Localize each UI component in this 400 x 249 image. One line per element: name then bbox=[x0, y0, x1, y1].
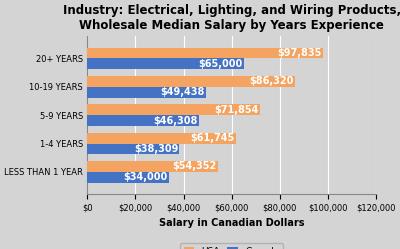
Text: $46,308: $46,308 bbox=[153, 116, 198, 125]
Text: $34,000: $34,000 bbox=[124, 172, 168, 182]
Bar bbox=[87, 104, 260, 115]
Bar bbox=[87, 76, 295, 87]
Text: $54,352: $54,352 bbox=[172, 161, 217, 172]
Legend: USA, Canada: USA, Canada bbox=[180, 243, 283, 249]
Text: $71,854: $71,854 bbox=[215, 105, 259, 115]
Text: $86,320: $86,320 bbox=[250, 76, 294, 86]
Bar bbox=[87, 48, 323, 59]
Bar bbox=[87, 172, 169, 183]
Bar bbox=[87, 161, 218, 172]
Text: $97,835: $97,835 bbox=[277, 48, 322, 58]
Text: $49,438: $49,438 bbox=[161, 87, 205, 97]
Bar bbox=[87, 59, 244, 69]
Text: $38,309: $38,309 bbox=[134, 144, 178, 154]
Text: $61,745: $61,745 bbox=[190, 133, 235, 143]
Bar bbox=[87, 115, 199, 126]
Text: $65,000: $65,000 bbox=[198, 59, 242, 69]
Bar bbox=[87, 87, 206, 98]
X-axis label: Salary in Canadian Dollars: Salary in Canadian Dollars bbox=[159, 219, 304, 229]
Bar bbox=[87, 143, 180, 154]
Title: Industry: Electrical, Lighting, and Wiring Products,
Wholesale Median Salary by : Industry: Electrical, Lighting, and Wiri… bbox=[62, 4, 400, 32]
Bar bbox=[87, 133, 236, 143]
